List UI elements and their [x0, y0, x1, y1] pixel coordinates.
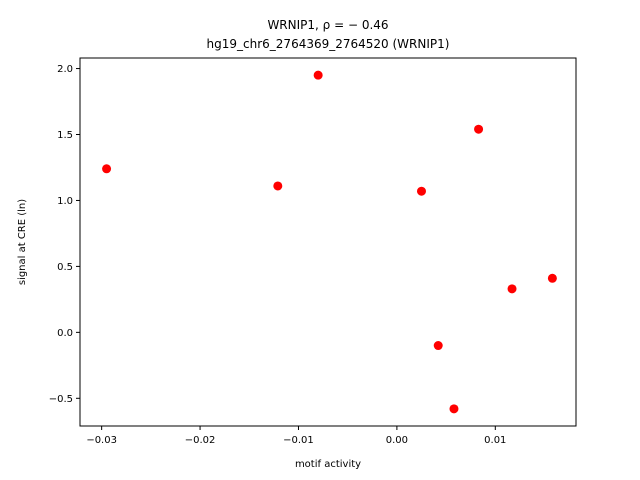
x-axis-label: motif activity — [295, 459, 361, 470]
data-point — [547, 273, 557, 283]
y-tick-label: 0.0 — [57, 328, 73, 339]
data-points — [102, 70, 557, 414]
chart-title-line2: hg19_chr6_2764369_2764520 (WRNIP1) — [207, 37, 450, 51]
chart-title-line1: WRNIP1, ρ = − 0.46 — [267, 18, 388, 32]
x-axis: −0.03 −0.02 −0.01 0.00 0.01 — [86, 426, 506, 446]
x-tick-label: −0.03 — [86, 435, 117, 446]
data-point — [474, 124, 484, 134]
y-axis-label: signal at CRE (ln) — [17, 199, 28, 285]
y-tick-label: 2.0 — [57, 64, 73, 75]
y-tick-label: 1.5 — [57, 130, 73, 141]
y-tick-label: 0.5 — [57, 262, 73, 273]
data-point — [273, 181, 283, 191]
data-point — [449, 404, 459, 414]
x-tick-label: 0.01 — [484, 435, 506, 446]
y-tick-label: 1.0 — [57, 196, 73, 207]
data-point — [433, 341, 443, 351]
x-tick-label: 0.00 — [386, 435, 408, 446]
data-point — [313, 70, 323, 80]
x-tick-label: −0.01 — [283, 435, 314, 446]
y-tick-label: −0.5 — [49, 394, 73, 405]
data-point — [416, 186, 426, 196]
x-tick-label: −0.02 — [185, 435, 216, 446]
plot-frame — [79, 57, 577, 427]
data-point — [102, 164, 112, 174]
data-point — [507, 284, 517, 294]
y-axis: −0.5 0.0 0.5 1.0 1.5 2.0 — [49, 64, 80, 405]
